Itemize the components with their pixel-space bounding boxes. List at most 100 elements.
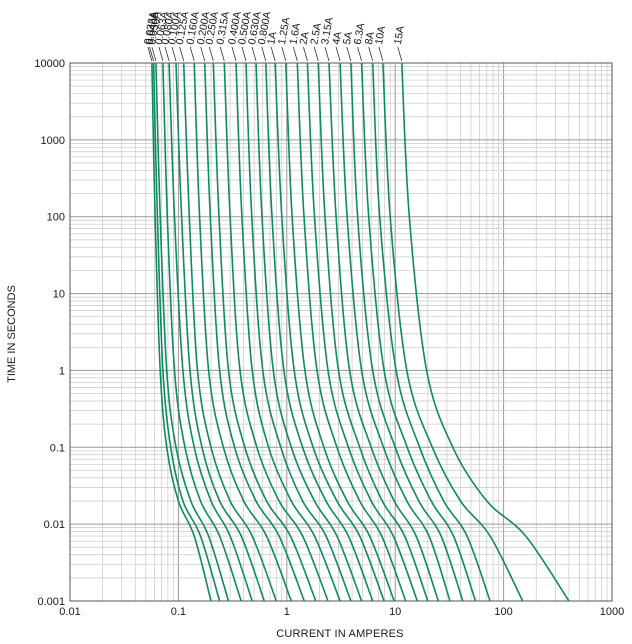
series-label: 0.160A: [184, 11, 202, 46]
series-leader: [397, 46, 403, 62]
series-leader: [357, 46, 363, 62]
series-line-0.315A: [223, 62, 329, 602]
series-leader: [179, 46, 185, 62]
y-tick-label: 100: [47, 212, 65, 224]
series-leader: [281, 46, 287, 62]
series-label: 0.400A: [226, 11, 244, 46]
series-label: 5A: [341, 31, 355, 46]
series-line-0.800A: [265, 62, 374, 602]
series-label: 0.040A: [144, 11, 162, 46]
series-label: 0.125A: [174, 11, 192, 46]
series-line-0.630A: [255, 62, 363, 602]
series-leader: [231, 46, 237, 62]
series-label: 0.063A: [153, 11, 171, 46]
series-label: 0.800A: [256, 11, 274, 46]
series-line-2A: [306, 62, 419, 602]
series-label: 0.080A: [159, 11, 177, 46]
y-tick-label: 1: [59, 365, 65, 377]
series-line-3.15A: [328, 62, 440, 602]
series-label: 1A: [265, 31, 279, 46]
series-label: 10A: [373, 25, 388, 45]
series-leader: [151, 46, 157, 62]
y-tick-label: 10000: [34, 58, 65, 70]
series-label: 0.100A: [166, 11, 184, 46]
series-leader: [292, 46, 298, 62]
series-leader: [241, 46, 247, 62]
series-label: 2A: [298, 31, 312, 46]
series-line-0.040A: [152, 62, 221, 602]
y-tick-label: 0.001: [37, 596, 65, 608]
series-line-8A: [371, 62, 491, 602]
series-leader: [346, 46, 352, 62]
x-tick-label: 0.01: [59, 606, 80, 618]
series-line-6.3A: [360, 62, 477, 602]
series-leader: [335, 46, 341, 62]
y-tick-label: 1000: [41, 135, 65, 147]
y-tick-label: 0.1: [50, 442, 65, 454]
series-line-1.6A: [296, 62, 407, 602]
series-line-2.5A: [317, 62, 429, 602]
series-leader: [378, 46, 384, 62]
x-tick-label: 1: [284, 606, 290, 618]
series-leader: [200, 46, 206, 62]
series-label: 0.500A: [236, 11, 254, 46]
series-label: 0.200A: [195, 11, 213, 46]
x-tick-label: 100: [494, 606, 512, 618]
x-tick-label: 1000: [600, 606, 624, 618]
series-line-10A: [382, 62, 524, 602]
y-tick-label: 10: [53, 289, 65, 301]
series-label: 3.15A: [319, 16, 336, 45]
series-leader: [164, 46, 170, 62]
series-leader: [324, 46, 330, 62]
series-line-0.160A: [193, 62, 293, 602]
series-leader: [189, 46, 195, 62]
series-leader: [251, 46, 257, 62]
series-label: 15A: [392, 25, 407, 45]
series-label: 4A: [330, 31, 344, 46]
series-leader: [147, 46, 153, 62]
series-label: 0.050A: [146, 11, 164, 46]
series-leader: [313, 46, 319, 62]
series-line-5A: [350, 62, 464, 602]
y-axis-title: TIME IN SECONDS: [6, 285, 18, 383]
series-line-0.080A: [168, 62, 253, 602]
series-line-0.125A: [182, 62, 278, 602]
series-line-0.032A: [151, 62, 212, 602]
series-line-1.25A: [285, 62, 395, 602]
series-label: 0.250A: [203, 11, 221, 46]
series-label: 2.5A: [308, 22, 324, 45]
series-leader: [270, 46, 276, 62]
series-label: 8A: [363, 31, 377, 46]
series-label: 0.630A: [246, 11, 264, 46]
series-label: 6.3A: [352, 22, 368, 45]
x-tick-label: 0.1: [171, 606, 186, 618]
series-line-0.400A: [235, 62, 341, 602]
series-line-0.100A: [175, 62, 266, 602]
plot-frame: [69, 62, 613, 602]
series-leader: [158, 46, 164, 62]
series-line-0.500A: [245, 62, 352, 602]
series-leader: [208, 46, 214, 62]
series-label: 0.315A: [214, 11, 232, 46]
series-line-0.050A: [155, 62, 230, 602]
series-line-0.063A: [162, 62, 242, 602]
x-tick-label: 10: [389, 606, 401, 618]
series-label: 0.032A: [142, 11, 160, 46]
series-line-4A: [339, 62, 451, 602]
series-leader: [303, 46, 308, 62]
series-leader: [149, 46, 154, 62]
series-label: 1.6A: [287, 22, 303, 45]
y-tick-label: 0.01: [44, 519, 65, 531]
x-axis-title: CURRENT IN AMPERES: [276, 628, 404, 640]
series-leader: [219, 46, 225, 62]
series-line-15A: [401, 62, 570, 602]
series-leader: [261, 46, 267, 62]
series-leader: [368, 46, 374, 62]
series-leader: [171, 46, 177, 62]
series-line-0.250A: [212, 62, 317, 602]
series-line-1A: [274, 62, 385, 602]
series-line-0.200A: [203, 62, 306, 602]
series-label: 1.25A: [276, 16, 293, 45]
